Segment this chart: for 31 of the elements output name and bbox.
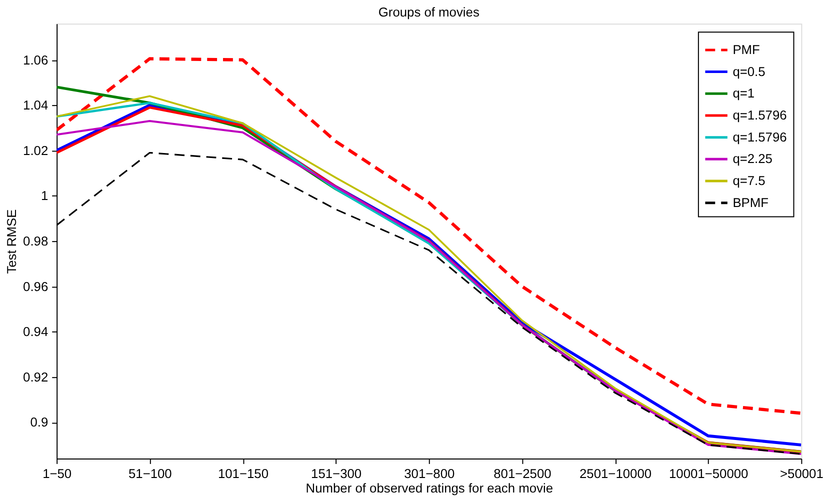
y-tick-label: 0.96 [23,278,48,294]
y-axis-title: Test RMSE [4,208,20,274]
x-tick-label: 51−100 [128,466,172,481]
legend-label: BPMF [732,194,769,210]
x-tick-label: 801−2500 [494,466,552,481]
legend-label: PMF [732,42,760,57]
legend-label: q=7.5 [732,172,766,188]
x-tick-label: 151−300 [311,466,362,481]
x-tick-label: 301−800 [404,466,455,481]
y-tick-label: 0.98 [23,234,48,249]
line-series [56,102,616,392]
legend-label: q=2.25 [732,151,772,166]
y-tick-label: 1.02 [23,142,48,158]
x-tick-label: 2501−10000 [580,466,652,481]
legend-label: q=0.5 [732,64,766,79]
legend-label: q=1.5796 [732,107,787,122]
y-tick-label: 0.9 [30,414,48,430]
legend-label: q=1 [732,86,755,101]
line-series [56,57,802,415]
chart-title: Groups of movies [378,4,480,20]
y-tick-label: 1.04 [23,98,48,113]
x-axis-title: Number of observed ratings for each movie [306,480,553,496]
x-tick-label: >50001 [780,466,824,481]
x-tick-label: 101−150 [218,466,269,481]
y-tick-label: 0.92 [23,369,48,384]
y-tick-label: 0.94 [23,324,48,340]
y-tick-label: 1.06 [23,52,48,68]
legend-label: q=1.5796 [732,129,787,144]
x-tick-label: 10001−50000 [669,466,748,481]
y-tick-label: 1 [40,188,48,204]
x-tick-label: 1−50 [42,466,72,481]
